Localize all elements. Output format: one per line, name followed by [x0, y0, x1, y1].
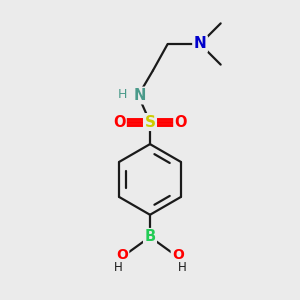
Text: H: H	[117, 88, 127, 100]
Text: O: O	[175, 115, 187, 130]
Text: H: H	[177, 261, 186, 274]
Text: N: N	[134, 88, 146, 103]
Text: N: N	[194, 37, 206, 52]
Text: O: O	[116, 248, 128, 262]
Text: S: S	[145, 115, 155, 130]
Text: H: H	[114, 261, 123, 274]
Text: O: O	[172, 248, 184, 262]
Text: O: O	[113, 115, 125, 130]
Text: B: B	[144, 230, 156, 244]
